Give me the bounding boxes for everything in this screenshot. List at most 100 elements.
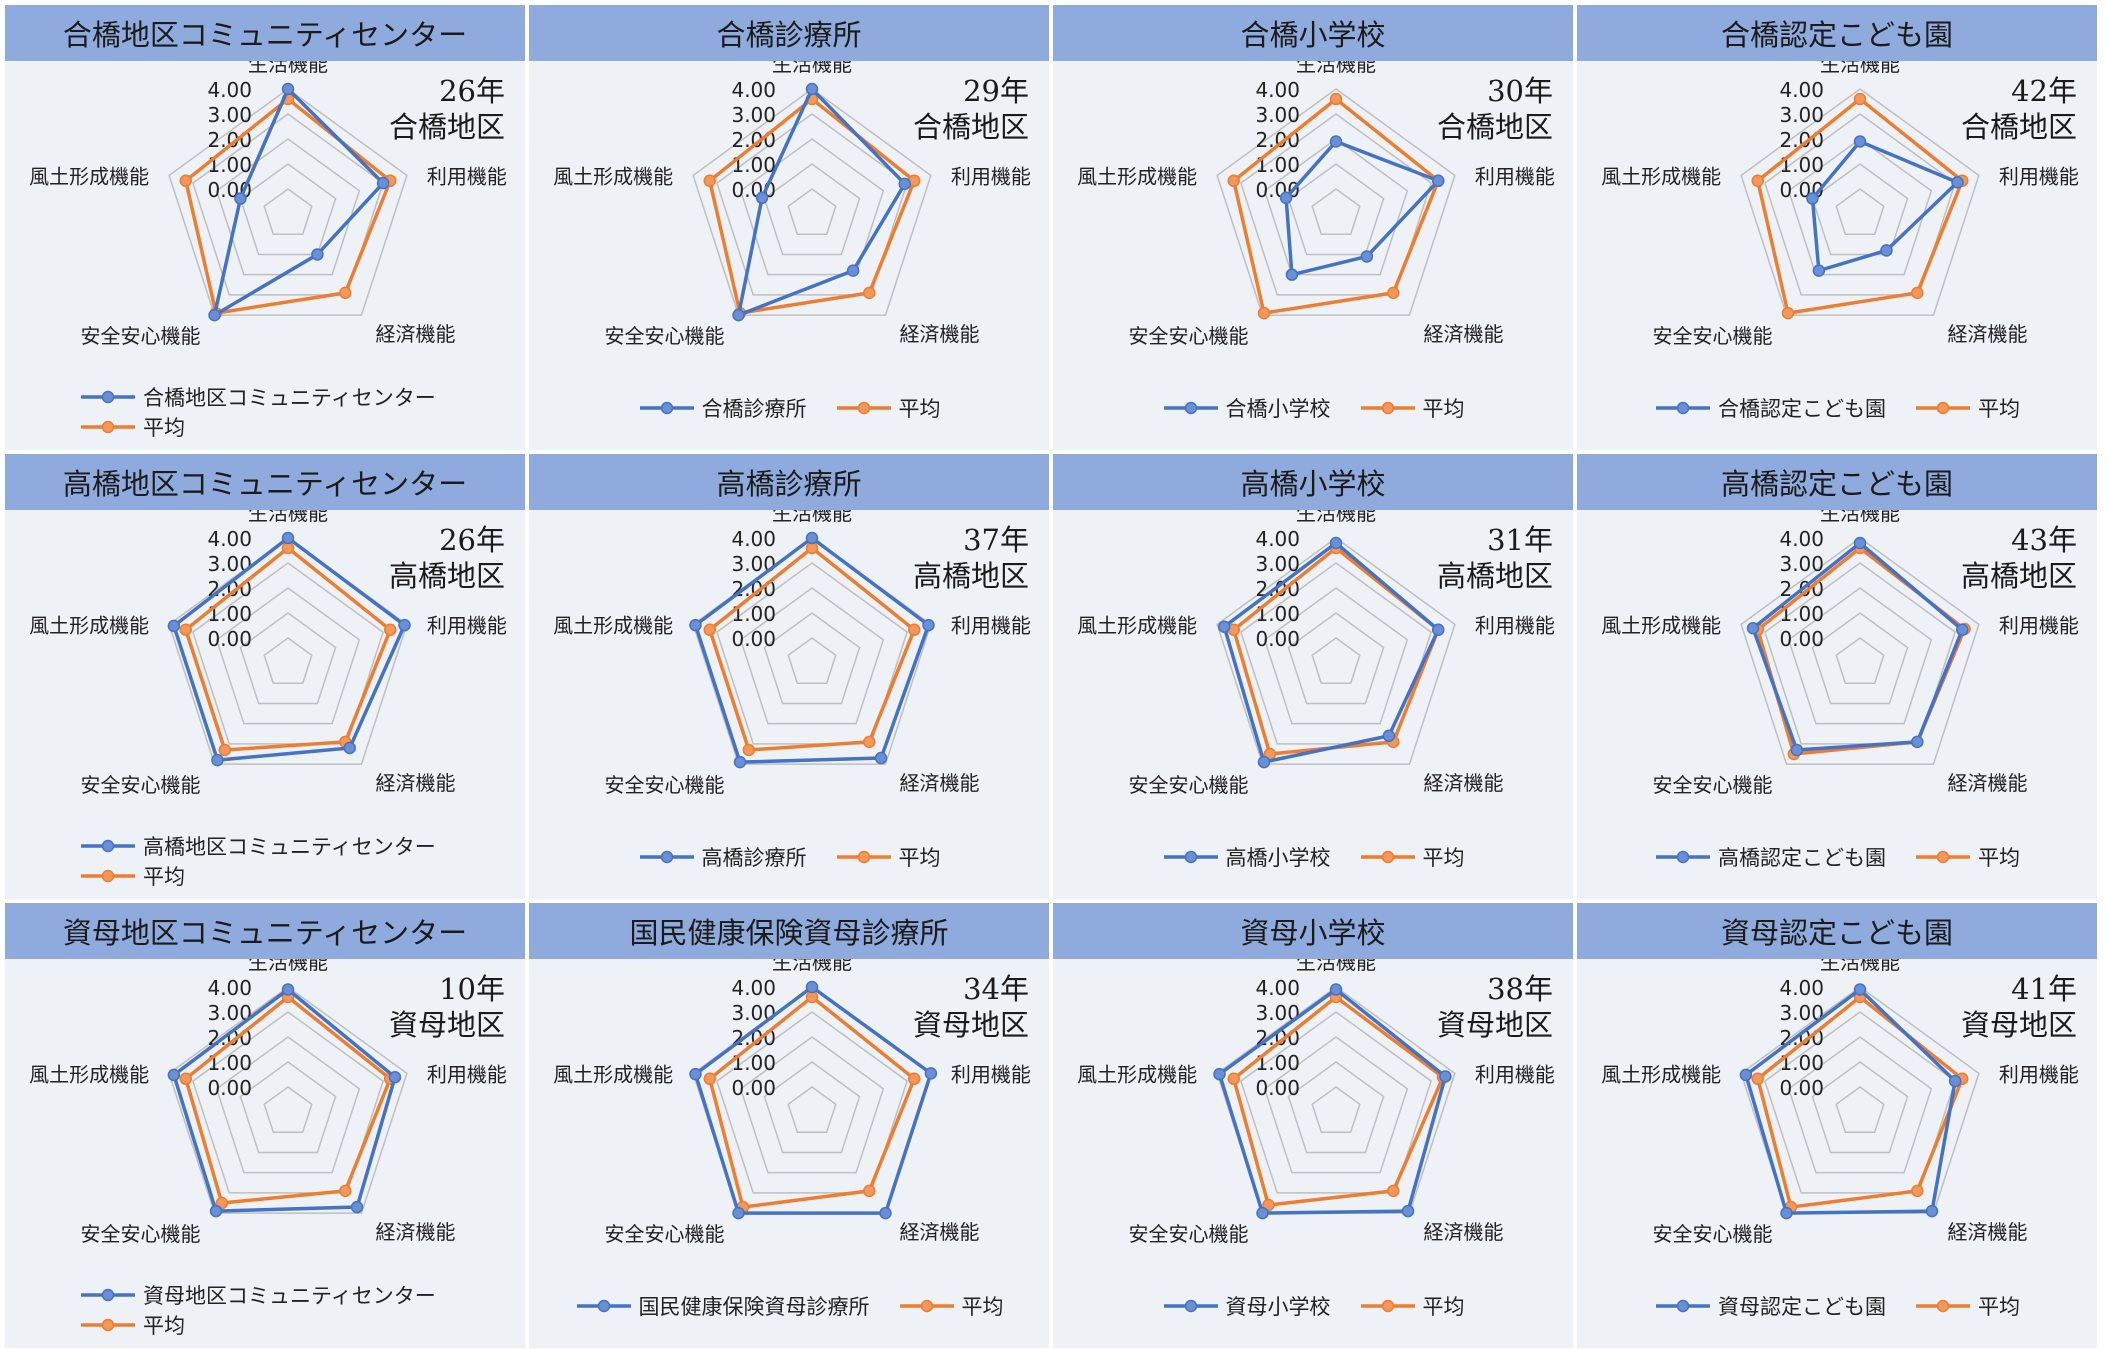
legend-label: 平均 (899, 393, 941, 423)
panel-title: 高橋診療所 (529, 454, 1049, 510)
legend-label: 平均 (143, 861, 185, 891)
data-point (1912, 736, 1923, 747)
axis-label: 利用機能 (427, 613, 507, 637)
legend-swatch (79, 1285, 137, 1305)
legend-item: 平均 (79, 412, 491, 442)
data-point (1957, 624, 1968, 635)
tick-label: 0.00 (731, 627, 776, 651)
facility-age: 26年 (439, 74, 505, 108)
district-label: 高橋地区 (389, 559, 505, 593)
axis-label: 生活機能 (1296, 510, 1376, 525)
legend-swatch (1914, 398, 1972, 418)
facility-age: 43年 (2011, 523, 2077, 557)
grid-ring (788, 1087, 836, 1132)
grid-ring (1836, 1087, 1884, 1132)
axis-label: 安全安心機能 (605, 773, 725, 797)
data-point (168, 1069, 179, 1080)
tick-label: 0.00 (207, 627, 252, 651)
axis-label: 生活機能 (1820, 510, 1900, 525)
radar-chart: 4.003.002.001.000.00生活機能利用機能経済機能安全安心機能風土… (1577, 61, 2097, 450)
data-point (757, 192, 768, 203)
panel-title: 国民健康保険資母診療所 (529, 903, 1049, 959)
data-point (1281, 192, 1292, 203)
data-point (219, 744, 230, 755)
tick-label: 3.00 (1779, 552, 1824, 576)
grid-ring (264, 189, 312, 234)
legend-item: 平均 (835, 842, 941, 872)
district-label: 合橋地区 (389, 110, 505, 144)
facility-age: 26年 (439, 523, 505, 557)
legend-swatch (638, 847, 696, 867)
legend-item: 高橋地区コミュニティセンター (79, 831, 491, 861)
chart-legend: 合橋小学校 平均 (1053, 393, 1573, 423)
series-line (1219, 990, 1445, 1214)
grid-ring (1812, 613, 1907, 703)
legend-label: 高橋認定こども園 (1718, 842, 1886, 872)
radar-chart: 4.003.002.001.000.00生活機能利用機能経済機能安全安心機能風土… (1053, 510, 1573, 899)
radar-chart: 4.003.002.001.000.00生活機能利用機能経済機能安全安心機能風土… (529, 61, 1049, 450)
data-point (1950, 1076, 1961, 1087)
grid-ring (788, 189, 836, 234)
data-point (1781, 1208, 1792, 1219)
district-label: 資母地区 (1437, 1008, 1553, 1042)
axis-label: 安全安心機能 (1129, 324, 1249, 348)
legend-label: 合橋診療所 (702, 393, 807, 423)
radar-chart: 4.003.002.001.000.00生活機能利用機能経済機能安全安心機能風土… (529, 510, 1049, 899)
legend-label: 資母地区コミュニティセンター (143, 1280, 436, 1310)
radar-panel: 高橋診療所 4.00 3.00 2.00 1.00 0.00 生活機能 利用機能 経済機能 安全安… (529, 454, 1049, 899)
legend-label: 平均 (899, 842, 941, 872)
axis-label: 経済機能 (1423, 322, 1503, 346)
data-point (807, 84, 818, 95)
legend-label: 平均 (143, 412, 185, 442)
tick-label: 0.00 (1779, 627, 1824, 651)
data-point (1433, 175, 1444, 186)
axis-label: 経済機能 (375, 771, 455, 795)
data-point (733, 1208, 744, 1219)
radar-panel: 資母認定こども園 4.00 3.00 2.00 1.00 0.00 生活機能 利用機能 経済機能… (1577, 903, 2097, 1348)
radar-chart: 4.003.002.001.000.00生活機能利用機能経済機能安全安心機能風土… (1053, 61, 1573, 450)
grid-ring (240, 164, 335, 254)
facility-age: 42年 (2011, 74, 2077, 108)
axis-label: 生活機能 (1820, 959, 1900, 974)
axis-label: 風土形成機能 (1601, 164, 1721, 188)
tick-label: 3.00 (1779, 103, 1824, 127)
legend-item: 平均 (1914, 1291, 2020, 1321)
grid-ring (1217, 538, 1455, 764)
legend-item: 資母地区コミュニティセンター (79, 1280, 491, 1310)
grid-ring (1312, 638, 1360, 683)
legend-label: 平均 (962, 1291, 1004, 1321)
chart-legend: 合橋地区コミュニティセンター 平均 (65, 382, 505, 442)
data-point (690, 620, 701, 631)
data-point (235, 193, 246, 204)
radar-panel: 高橋小学校 4.00 3.00 2.00 1.00 0.00 生活機能 利用機能 経済機能 安全安… (1053, 454, 1573, 899)
legend-item: 資母認定こども園 (1654, 1291, 1886, 1321)
legend-item: 合橋地区コミュニティセンター (79, 382, 491, 412)
panel-title: 高橋小学校 (1053, 454, 1573, 510)
data-point (1257, 1208, 1268, 1219)
tick-label: 3.00 (731, 552, 776, 576)
axis-label: 利用機能 (1475, 613, 1555, 637)
axis-label: 生活機能 (248, 510, 328, 525)
district-label: 合橋地区 (913, 110, 1029, 144)
panel-title: 資母地区コミュニティセンター (5, 903, 525, 959)
legend-swatch (1162, 1296, 1220, 1316)
grid-ring (264, 1087, 312, 1132)
grid-ring (1312, 1087, 1360, 1132)
axis-label: 生活機能 (248, 61, 328, 76)
axis-label: 経済機能 (1947, 322, 2027, 346)
legend-swatch (1654, 398, 1712, 418)
tick-label: 3.00 (1255, 103, 1300, 127)
data-point (880, 1208, 891, 1219)
legend-item: 平均 (1914, 393, 2020, 423)
facility-age: 31年 (1487, 523, 1553, 557)
radar-panel: 高橋地区コミュニティセンター 4.00 3.00 2.00 1.00 0.00 生活機能 利用… (5, 454, 525, 899)
facility-age: 38年 (1487, 972, 1553, 1006)
data-point (210, 1206, 221, 1217)
legend-label: 平均 (1978, 842, 2020, 872)
radar-panel: 資母地区コミュニティセンター 4.00 3.00 2.00 1.00 0.00 生活機能 利用… (5, 903, 525, 1348)
tick-label: 4.00 (1779, 78, 1824, 102)
tick-label: 4.00 (1255, 78, 1300, 102)
grid-ring (1836, 638, 1884, 683)
legend-swatch (79, 387, 137, 407)
data-point (864, 1185, 875, 1196)
